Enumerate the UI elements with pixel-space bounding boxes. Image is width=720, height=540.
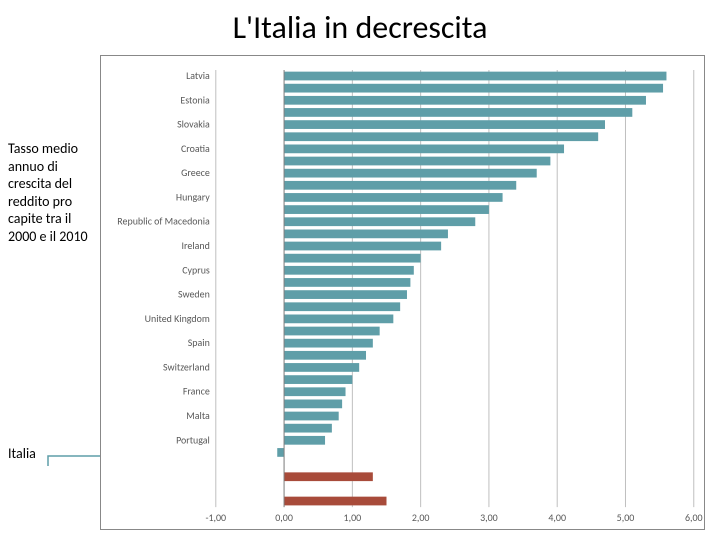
bar [284, 266, 414, 275]
svg-text:3,00: 3,00 [480, 512, 498, 524]
bar [284, 424, 332, 433]
bar [284, 84, 663, 93]
bar [284, 278, 410, 287]
bar [284, 472, 373, 481]
category-label: Cyprus [182, 264, 210, 276]
category-label: France [183, 386, 210, 398]
bar [284, 132, 598, 141]
bar [284, 302, 400, 311]
bar [284, 108, 632, 117]
category-label: Ireland [182, 240, 210, 252]
category-label: Hungary [176, 191, 210, 203]
bar [284, 230, 448, 239]
bar [284, 181, 516, 190]
bar [284, 400, 342, 409]
svg-text:0,00: 0,00 [275, 512, 293, 524]
category-label: Spain [188, 337, 210, 349]
bar [284, 387, 345, 396]
chart-svg: -1,00 0,00 1,00 2,00 3,00 4,00 5,00 6,00 Latvia E… [101, 56, 704, 529]
side-description: Tasso medio annuo di crescita del reddit… [8, 140, 96, 245]
category-label: Republic of Macedonia [117, 216, 210, 228]
bar [284, 290, 407, 299]
bar [284, 169, 537, 178]
bar [284, 205, 489, 214]
category-label: Greece [181, 167, 210, 179]
bar [284, 217, 475, 226]
bar [284, 157, 550, 166]
category-label: Switzerland [163, 361, 210, 373]
bar [284, 120, 605, 129]
bar [284, 497, 386, 506]
category-label: Croatia [181, 143, 210, 155]
category-label: Estonia [180, 94, 210, 106]
bar [284, 363, 359, 372]
bar [284, 315, 393, 324]
bar [277, 448, 284, 457]
italia-callout-label: Italia [8, 445, 36, 462]
growth-chart: -1,00 0,00 1,00 2,00 3,00 4,00 5,00 6,00 Latvia E… [100, 55, 705, 530]
category-label: United Kingdom [145, 313, 210, 325]
bar [284, 193, 503, 202]
bar [284, 339, 373, 348]
bar [284, 412, 339, 421]
category-label: Latvia [186, 70, 210, 82]
category-label: Portugal [176, 434, 210, 446]
svg-text:1,00: 1,00 [344, 512, 362, 524]
bar [284, 96, 646, 105]
bar [284, 144, 564, 153]
page-title: L'Italia in decrescita [0, 8, 720, 47]
svg-text:-1,00: -1,00 [205, 512, 226, 524]
bar [284, 375, 352, 384]
category-label: Slovakia [177, 119, 210, 131]
svg-text:6,00: 6,00 [685, 512, 703, 524]
bar [284, 436, 325, 445]
svg-text:2,00: 2,00 [412, 512, 430, 524]
bar [284, 254, 421, 263]
svg-text:4,00: 4,00 [548, 512, 566, 524]
bar [284, 327, 380, 336]
svg-text:5,00: 5,00 [617, 512, 635, 524]
bar [284, 351, 366, 360]
bar [284, 242, 441, 251]
category-label: Malta [186, 410, 210, 422]
slide: L'Italia in decrescita Tasso medio annuo… [0, 0, 720, 540]
bar [284, 72, 666, 81]
category-label: Sweden [178, 289, 210, 301]
